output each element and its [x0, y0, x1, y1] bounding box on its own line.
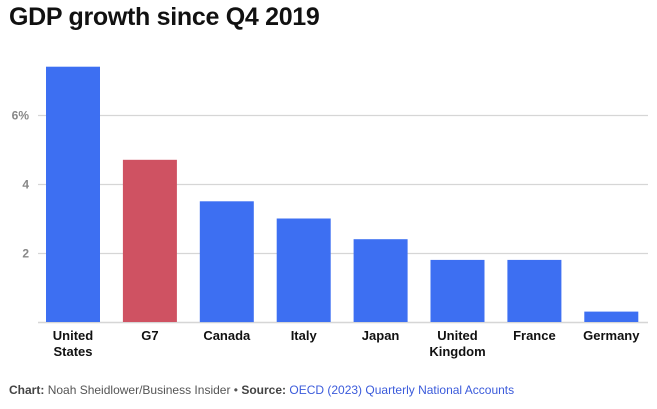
- chart-footer: Chart: Noah Sheidlower/Business Insider …: [9, 383, 514, 397]
- bar-g7: [122, 159, 177, 322]
- separator: •: [230, 383, 242, 397]
- y-tick-label: 6%: [12, 109, 30, 123]
- x-axis-labels: United States G7 Canada Italy Japan United King…: [53, 328, 640, 359]
- y-axis-ticks: 2 4 6%: [12, 109, 30, 261]
- x-tick-label: United Kingdom: [429, 328, 485, 359]
- x-tick-label: Italy: [291, 328, 318, 343]
- bar-japan: [353, 239, 408, 322]
- x-tick-label: Germany: [583, 328, 640, 343]
- x-tick-label: United States: [53, 328, 94, 359]
- chart-credit: Noah Sheidlower/Business Insider: [47, 383, 231, 397]
- bar-canada: [199, 201, 254, 323]
- x-tick-label: Canada: [203, 328, 251, 343]
- x-tick-label: Japan: [362, 328, 400, 343]
- bar-france: [507, 259, 562, 322]
- bars: [46, 66, 639, 323]
- source-label: Source:: [241, 383, 287, 397]
- x-tick-label: G7: [141, 328, 158, 343]
- source-link[interactable]: OECD (2023) Quarterly National Accounts: [289, 383, 515, 397]
- chart-credit-label: Chart:: [9, 383, 45, 397]
- chart-title: GDP growth since Q4 2019: [9, 3, 320, 31]
- bar-germany: [584, 311, 639, 322]
- bar-italy: [276, 218, 331, 322]
- bar-united-kingdom: [430, 259, 485, 322]
- y-tick-label: 4: [22, 178, 29, 192]
- bar-united-states: [46, 66, 100, 322]
- y-tick-label: 2: [22, 247, 29, 261]
- x-tick-label: France: [513, 328, 556, 343]
